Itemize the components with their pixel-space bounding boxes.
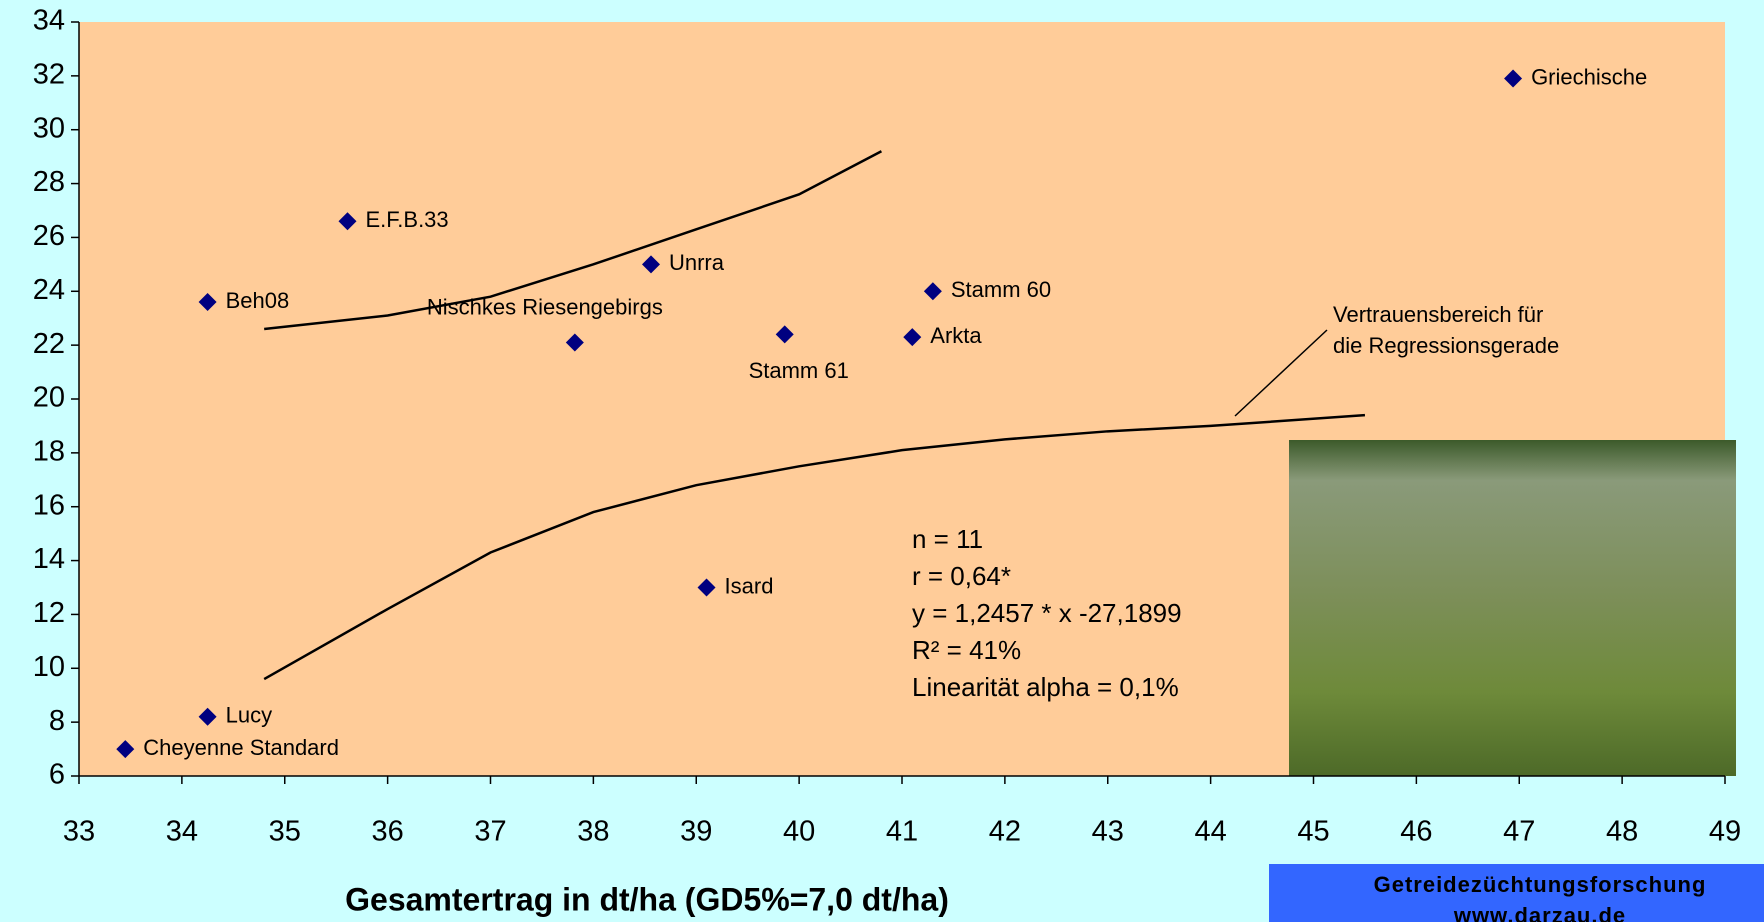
confidence-band [264,150,883,331]
data-point [903,328,922,347]
y-tick-label: 32 [33,59,65,91]
point-label: Isard [725,573,774,598]
y-tick-label: 16 [33,489,65,521]
data-point [641,255,660,274]
y-tick-label: 10 [33,651,65,683]
point-label: Arkta [930,323,982,348]
x-tick-label: 40 [783,816,815,848]
x-axis-title: Gesamtertrag in dt/ha (GD5%=7,0 dt/ha) [345,881,949,917]
data-point [198,293,217,312]
confidence-band [263,413,1366,681]
x-tick-label: 41 [886,816,918,848]
x-tick-label: 34 [166,816,198,848]
x-tick-label: 48 [1606,816,1638,848]
point-label: Lucy [226,703,272,728]
point-label: Cheyenne Standard [143,735,339,760]
x-tick-label: 44 [1194,816,1226,848]
data-point [775,325,794,344]
field-photo [1289,440,1736,776]
band-note: die Regressionsgerade [1333,333,1559,358]
y-tick-label: 12 [33,597,65,629]
source-text: www.darzau.de [1453,903,1626,922]
x-tick-label: 47 [1503,816,1535,848]
point-label: Unrra [669,250,725,275]
band-note: Vertrauensbereich für [1333,302,1543,327]
x-tick-label: 42 [989,816,1021,848]
y-tick-label: 34 [33,5,65,37]
stats-line: r = 0,64* [912,561,1011,591]
x-tick-label: 46 [1400,816,1432,848]
y-tick-label: 30 [33,112,65,144]
point-label: Stamm 61 [749,358,849,383]
point-label: E.F.B.33 [366,207,449,232]
x-tick-label: 39 [680,816,712,848]
source-text: Getreidezüchtungsforschung [1374,872,1707,897]
y-tick-label: 6 [49,759,65,791]
data-point [116,740,135,759]
y-tick-label: 22 [33,328,65,360]
y-tick-label: 18 [33,436,65,468]
x-tick-label: 38 [577,816,609,848]
data-point [338,212,357,231]
stats-line: Linearität alpha = 0,1% [912,672,1179,702]
y-tick-label: 26 [33,220,65,252]
x-tick-label: 36 [371,816,403,848]
point-label: Stamm 60 [951,277,1051,302]
y-tick-label: 28 [33,166,65,198]
point-label: Griechische [1531,64,1647,89]
x-tick-label: 35 [269,816,301,848]
data-point [1504,69,1523,88]
y-tick-label: 20 [33,382,65,414]
y-tick-label: 24 [33,274,65,306]
x-tick-label: 49 [1709,816,1741,848]
x-tick-label: 45 [1297,816,1329,848]
data-point [923,282,942,301]
point-label: Nischkes Riesengebirgs [427,294,663,319]
y-tick-label: 14 [33,543,65,575]
data-point [565,333,584,352]
x-tick-label: 43 [1092,816,1124,848]
point-label: Beh08 [226,288,290,313]
stats-line: y = 1,2457 * x -27,1899 [912,598,1182,628]
data-point [198,707,217,726]
source-box [1269,864,1764,922]
stats-line: R² = 41% [912,635,1021,665]
note-pointer [1234,329,1328,417]
data-point [697,578,716,597]
stats-line: n = 11 [912,524,983,554]
x-tick-label: 33 [63,816,95,848]
x-tick-label: 37 [474,816,506,848]
y-tick-label: 8 [49,705,65,737]
